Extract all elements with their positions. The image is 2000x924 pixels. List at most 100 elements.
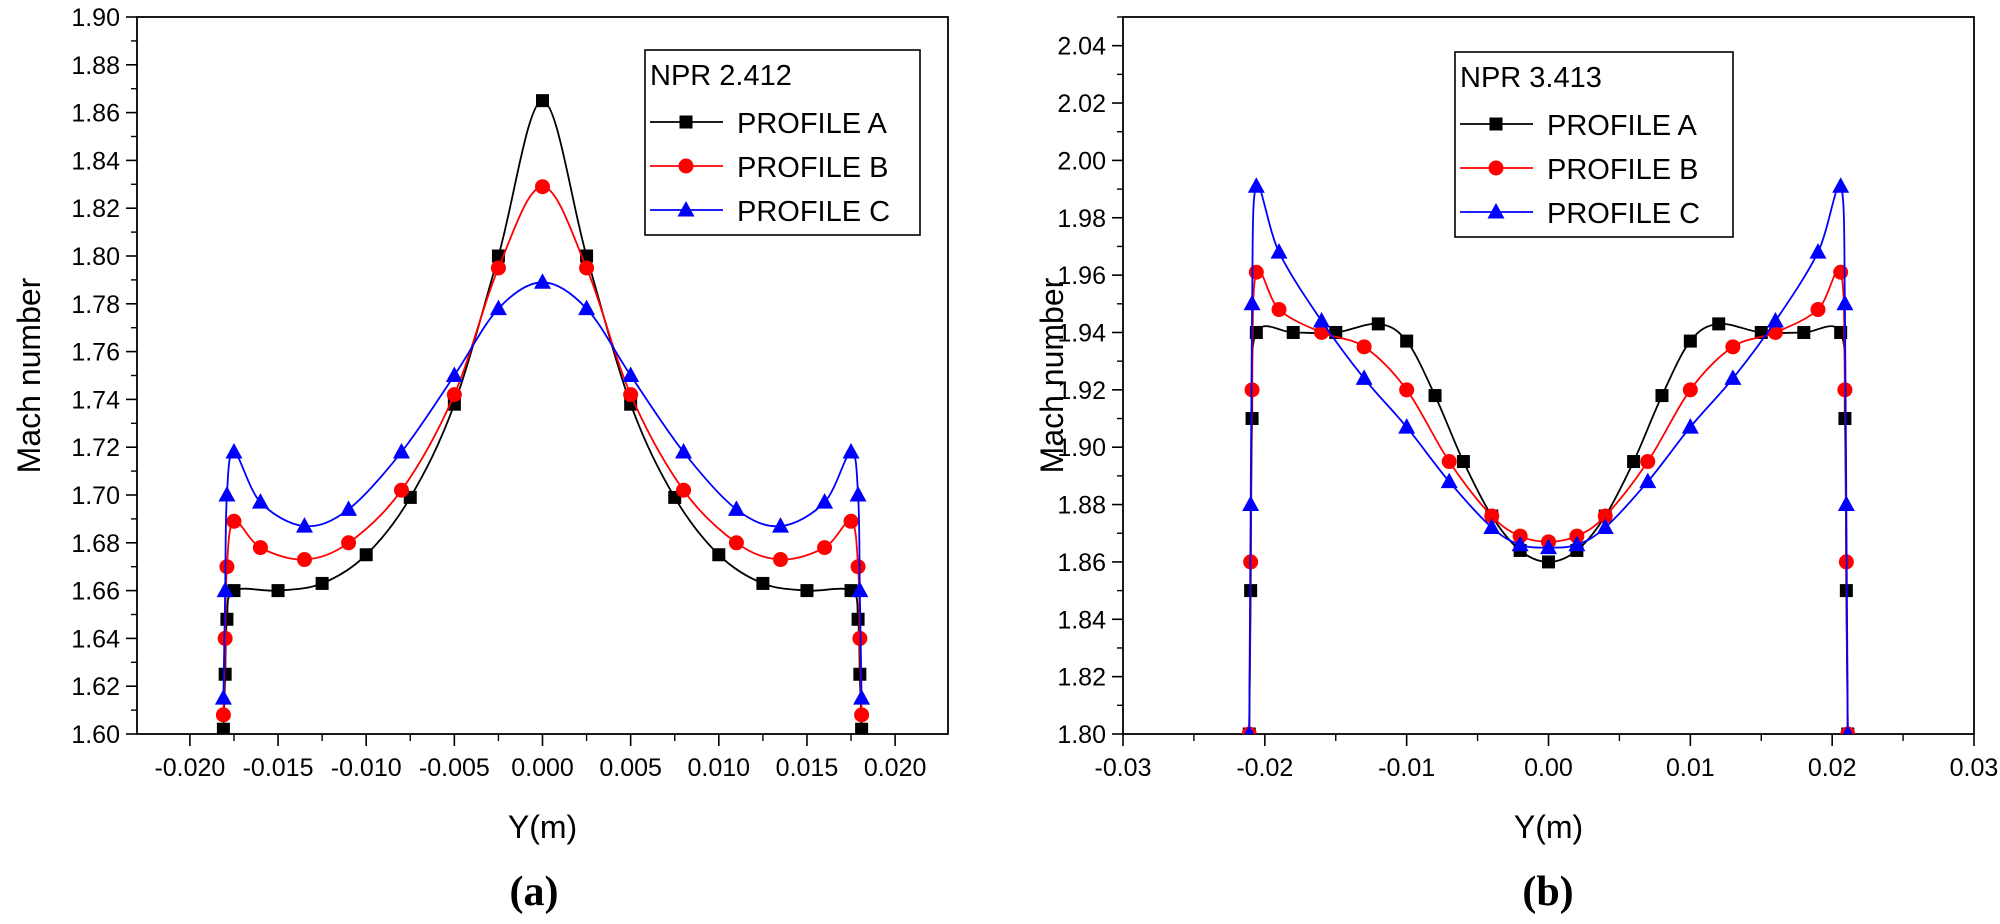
- legend-title: NPR 2.412: [650, 60, 792, 92]
- data-point: [1655, 389, 1669, 403]
- data-point: [251, 493, 269, 509]
- y-tick-label: 1.78: [71, 291, 120, 319]
- y-tick-label: 1.76: [71, 339, 120, 367]
- data-point: [578, 299, 596, 316]
- y-tick-label: 1.90: [71, 4, 120, 32]
- legend-label: PROFILE C: [1547, 198, 1700, 230]
- data-point: [216, 581, 234, 598]
- data-point: [1712, 317, 1726, 331]
- data-point: [271, 584, 285, 598]
- data-point: [1683, 334, 1697, 348]
- series-profile-a: [216, 94, 869, 734]
- data-point: [849, 486, 867, 502]
- panel-caption: (b): [1522, 869, 1573, 915]
- y-tick-label: 1.94: [1057, 319, 1106, 347]
- series-profile-c: [1242, 177, 1855, 734]
- panel-caption: (a): [510, 869, 559, 915]
- series-line: [1248, 322, 1849, 734]
- data-point: [1836, 294, 1854, 311]
- data-point: [1809, 243, 1827, 259]
- series-profile-b: [215, 179, 870, 723]
- data-point: [854, 707, 870, 723]
- data-point: [359, 548, 373, 562]
- data-point: [1356, 339, 1372, 355]
- x-tick-label: 0.015: [776, 754, 839, 782]
- data-point: [1286, 325, 1300, 339]
- data-point: [219, 559, 235, 575]
- data-point: [1724, 369, 1742, 385]
- legend-marker: [677, 201, 695, 217]
- y-tick-label: 1.80: [1057, 721, 1106, 749]
- y-tick-label: 1.90: [1057, 434, 1106, 462]
- data-point: [773, 552, 789, 568]
- data-point: [1767, 324, 1783, 340]
- data-point: [225, 442, 243, 459]
- data-point: [1597, 508, 1613, 524]
- legend-marker: [679, 115, 693, 129]
- data-point: [1842, 725, 1853, 734]
- y-tick-label: 1.86: [71, 100, 120, 128]
- data-point: [1355, 369, 1373, 385]
- data-point: [1400, 334, 1414, 348]
- y-tick-label: 1.60: [71, 721, 120, 749]
- data-point: [851, 581, 869, 598]
- data-point: [218, 486, 236, 502]
- legend-marker: [1489, 117, 1503, 131]
- data-point: [622, 366, 640, 382]
- data-area: [214, 94, 871, 734]
- x-tick-label: 0.01: [1666, 754, 1715, 782]
- data-point: [1540, 538, 1557, 555]
- data-point: [1837, 495, 1855, 512]
- data-point: [1243, 294, 1261, 311]
- y-axis-label: Mach number: [1034, 277, 1070, 473]
- y-tick-label: 1.72: [71, 434, 120, 462]
- y-tick-label: 1.92: [1057, 377, 1106, 405]
- legend-marker: [1487, 203, 1505, 219]
- data-point: [1542, 555, 1555, 569]
- data-point: [315, 576, 329, 590]
- data-point: [445, 366, 463, 382]
- x-tick-label: -0.010: [331, 754, 402, 782]
- y-tick-label: 1.74: [71, 386, 120, 414]
- data-point: [623, 387, 639, 403]
- data-point: [1371, 317, 1385, 331]
- data-point: [1398, 418, 1416, 434]
- data-point: [1833, 264, 1849, 280]
- legend: NPR 2.412 PROFILE A PROFILE B PROFILE C: [644, 49, 921, 236]
- series-profile-a: [1242, 317, 1855, 734]
- data-point: [712, 548, 726, 562]
- data-point: [1766, 312, 1784, 328]
- data-point: [446, 387, 462, 403]
- legend-marker: [1488, 160, 1504, 176]
- y-tick-label: 1.62: [71, 673, 120, 701]
- data-point: [756, 576, 770, 590]
- y-tick-label: 1.80: [71, 243, 120, 271]
- legend-label: PROFILE C: [737, 196, 890, 228]
- data-point: [675, 442, 693, 459]
- x-tick-label: -0.02: [1236, 754, 1293, 782]
- legend: NPR 3.413 PROFILE A PROFILE B PROFILE C: [1454, 51, 1734, 238]
- data-point: [772, 517, 790, 533]
- y-tick-label: 1.68: [71, 530, 120, 558]
- data-point: [1242, 495, 1260, 512]
- data-point: [341, 535, 357, 551]
- legend-label: PROFILE B: [1547, 154, 1699, 186]
- data-point: [1596, 518, 1614, 535]
- data-point: [489, 299, 507, 316]
- data-point: [340, 500, 358, 516]
- data-point: [393, 482, 409, 498]
- y-tick-label: 1.82: [71, 195, 120, 223]
- x-tick-label: 0.005: [599, 754, 662, 782]
- x-tick-label: -0.005: [419, 754, 490, 782]
- legend-box: [1454, 51, 1734, 238]
- data-point: [536, 94, 549, 108]
- data-point: [1810, 302, 1826, 318]
- x-axis-label: Y(m): [1514, 809, 1583, 845]
- x-tick-label: -0.01: [1378, 754, 1435, 782]
- x-tick-label: 0.00: [1524, 754, 1573, 782]
- x-tick-label: -0.020: [154, 754, 225, 782]
- data-point: [816, 493, 834, 509]
- data-point: [392, 442, 410, 459]
- data-point: [1441, 454, 1457, 470]
- legend-box: [644, 49, 921, 236]
